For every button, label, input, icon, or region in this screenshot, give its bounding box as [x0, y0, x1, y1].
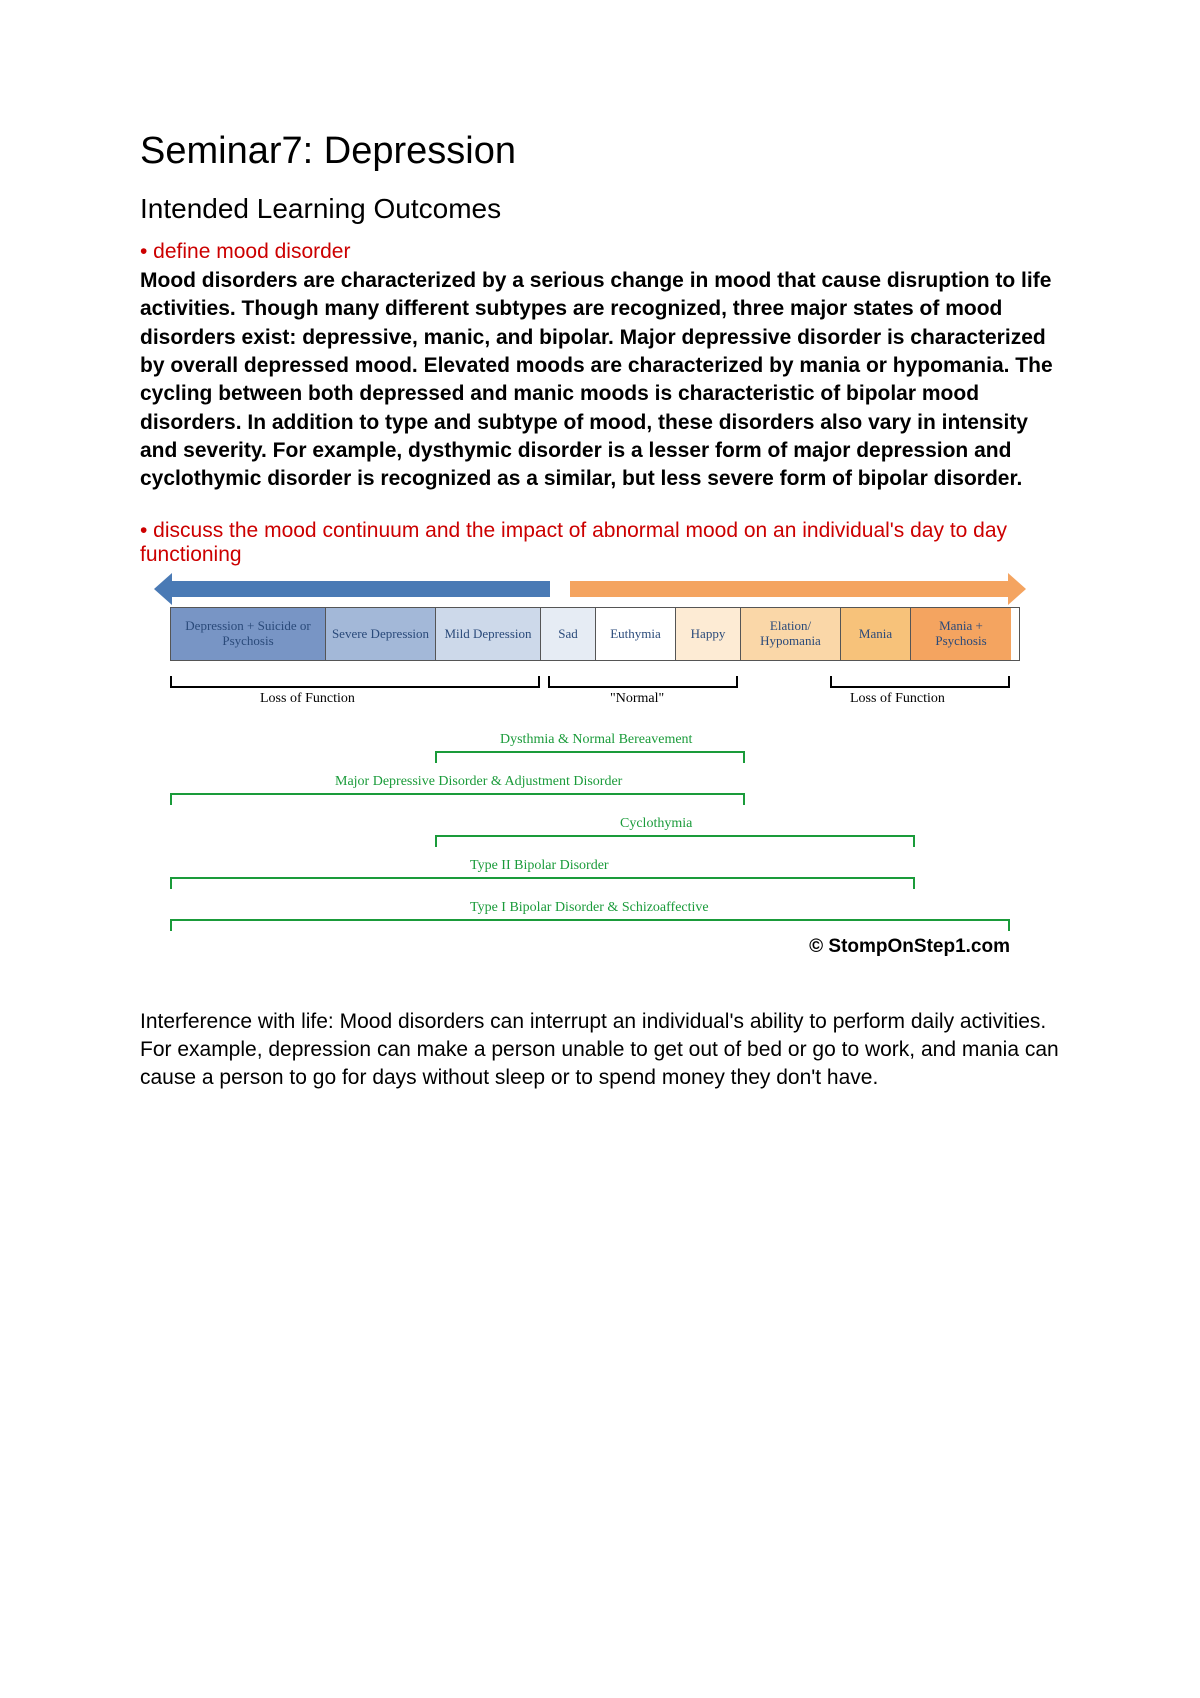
bracket-label: Loss of Function — [850, 691, 945, 707]
diagram-copyright: © StompOnStep1.com — [170, 936, 1020, 958]
disorder-range-label: Type I Bipolar Disorder & Schizoaffectiv… — [470, 900, 709, 916]
disorder-range-row: Major Depressive Disorder & Adjustment D… — [170, 763, 1020, 805]
spectrum-row: Depression + Suicide or PsychosisSevere … — [170, 607, 1020, 661]
green-bracket-icon — [435, 751, 745, 763]
disorder-range-row: Cyclothymia — [170, 805, 1020, 847]
paragraph-definition: Mood disorders are characterized by a se… — [140, 267, 1060, 494]
spectrum-cell: Happy — [676, 608, 741, 660]
bracket-icon — [830, 676, 1010, 688]
arrow-right-icon — [570, 581, 1010, 597]
green-bracket-icon — [435, 835, 915, 847]
disorder-range-row: Type I Bipolar Disorder & Schizoaffectiv… — [170, 889, 1020, 931]
disorder-range-label: Dysthmia & Normal Bereavement — [500, 732, 692, 748]
spectrum-cell: Elation/ Hypomania — [741, 608, 841, 660]
arrow-left-icon — [170, 581, 550, 597]
spectrum-cell: Mania + Psychosis — [911, 608, 1011, 660]
disorder-range-row: Dysthmia & Normal Bereavement — [170, 721, 1020, 763]
paragraph-interference: Interference with life: Mood disorders c… — [140, 1008, 1060, 1093]
disorder-range-label: Major Depressive Disorder & Adjustment D… — [335, 774, 622, 790]
disorder-range-label: Type II Bipolar Disorder — [470, 858, 609, 874]
spectrum-cell: Sad — [541, 608, 596, 660]
green-bracket-icon — [170, 919, 1010, 931]
spectrum-cell: Severe Depression — [326, 608, 436, 660]
bracket-label: Loss of Function — [260, 691, 355, 707]
bullet-define: • define mood disorder — [140, 240, 1060, 264]
page-title: Seminar7: Depression — [140, 130, 1060, 173]
spectrum-cell: Mania — [841, 608, 911, 660]
bracket-icon — [170, 676, 540, 688]
bracket-icon — [548, 676, 738, 688]
disorder-ranges: Dysthmia & Normal Bereavement Major Depre… — [170, 721, 1020, 931]
mood-continuum-diagram: Depression + Suicide or PsychosisSevere … — [170, 577, 1020, 958]
spectrum-cell: Mild Depression — [436, 608, 541, 660]
disorder-range-label: Cyclothymia — [620, 816, 692, 832]
section-heading: Intended Learning Outcomes — [140, 193, 1060, 225]
spectrum-cell: Euthymia — [596, 608, 676, 660]
arrow-row — [170, 577, 1020, 601]
top-brackets-row: Loss of Function "Normal" Loss of Function — [170, 676, 1020, 721]
spectrum-cell: Depression + Suicide or Psychosis — [171, 608, 326, 660]
bullet-continuum: • discuss the mood continuum and the imp… — [140, 519, 1060, 567]
green-bracket-icon — [170, 793, 745, 805]
green-bracket-icon — [170, 877, 915, 889]
disorder-range-row: Type II Bipolar Disorder — [170, 847, 1020, 889]
bracket-label: "Normal" — [610, 691, 664, 707]
